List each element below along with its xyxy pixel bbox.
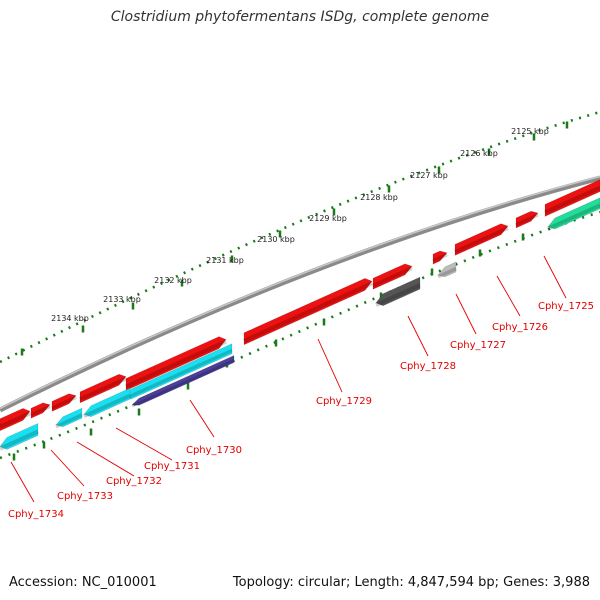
gene-arrow-cphy-1731-shade bbox=[123, 348, 233, 401]
gene-arrow-cphy-1732[interactable] bbox=[83, 387, 131, 418]
gene-label[interactable]: Cphy_1729 bbox=[316, 396, 372, 407]
gene-arrow-forward-shade bbox=[79, 376, 127, 402]
gene-label[interactable]: Cphy_1725 bbox=[538, 301, 594, 312]
gene-label[interactable]: Cphy_1732 bbox=[106, 476, 162, 487]
gene-arrow-cphy-1733-shade bbox=[51, 395, 77, 410]
gene-label-connector bbox=[50, 449, 85, 487]
gene-arrow-forward[interactable] bbox=[544, 179, 600, 217]
gene-arrow-cphy-1727-lower[interactable] bbox=[437, 261, 457, 278]
gene-arrow-cphy-1725-shade bbox=[547, 203, 600, 231]
gene-arrow-cphy-1726-shade bbox=[454, 226, 509, 254]
gene-label-connector bbox=[455, 293, 477, 335]
gene-arrow-cphy-1733[interactable] bbox=[51, 393, 77, 412]
gene-label[interactable]: Cphy_1731 bbox=[144, 461, 200, 472]
genome-backbone bbox=[0, 175, 600, 413]
gene-arrow-forward[interactable] bbox=[79, 373, 127, 404]
scale-label: 2132 kbp bbox=[154, 276, 192, 285]
scale-label: 2134 kbp bbox=[51, 314, 89, 323]
gene-arrow-cphy-1728[interactable] bbox=[375, 276, 421, 307]
scale-label: 2129 kbp bbox=[309, 214, 347, 223]
gene-arrow-forward-shade bbox=[30, 404, 51, 417]
gene-arrow-cphy-1729-shade bbox=[243, 281, 373, 343]
gene-label[interactable]: Cphy_1734 bbox=[8, 509, 64, 520]
gene-arrow-cphy-1727[interactable] bbox=[432, 250, 448, 265]
gene-label-connector bbox=[543, 255, 567, 299]
gene-arrow-cphy-1730[interactable] bbox=[131, 355, 235, 406]
gene-arrow-forward[interactable] bbox=[30, 402, 51, 419]
gene-label-connector bbox=[10, 461, 35, 503]
gene-arrow-cphy-1730-shade bbox=[131, 359, 235, 408]
scale-label: 2125 kbp bbox=[511, 127, 549, 136]
gene-arrow-forward-shade bbox=[125, 339, 227, 389]
map-title: Clostridium phytofermentans ISDg, comple… bbox=[110, 9, 490, 25]
genome-backbone-highlight bbox=[0, 175, 600, 410]
scale-arc-outer bbox=[0, 110, 600, 364]
gene-arrow-cphy-1726[interactable] bbox=[454, 223, 509, 256]
scale-label: 2128 kbp bbox=[360, 193, 398, 202]
gene-label-connector bbox=[317, 338, 343, 393]
gene-label-connector bbox=[189, 399, 215, 438]
gene-label[interactable]: Cphy_1730 bbox=[186, 445, 242, 456]
gene-arrow-cphy-1733-lower-shade bbox=[55, 413, 83, 429]
genome-summary-text: Topology: circular; Length: 4,847,594 bp… bbox=[232, 575, 590, 590]
gene-label-connector bbox=[115, 427, 173, 461]
gene-arrow-cphy-1734[interactable] bbox=[0, 422, 39, 450]
gene-arrow-cphy-1725[interactable] bbox=[547, 197, 600, 230]
gene-arrow-forward-shade bbox=[372, 266, 413, 288]
gene-arrow-cphy-1729[interactable] bbox=[243, 278, 373, 346]
gene-arrow-forward[interactable] bbox=[372, 263, 413, 290]
gene-arrow-cphy-1734-shade bbox=[0, 429, 39, 451]
scale-label: 2127 kbp bbox=[410, 171, 448, 180]
gene-label-connector bbox=[407, 315, 429, 357]
gene-arrow-forward[interactable] bbox=[125, 336, 227, 391]
gene-label[interactable]: Cphy_1727 bbox=[450, 340, 506, 351]
scale-label: 2130 kbp bbox=[257, 235, 295, 244]
gene-arrow-cphy-1733-lower[interactable] bbox=[55, 407, 83, 428]
gene-arrow-cphy-1727-shade bbox=[432, 253, 448, 263]
gene-arrow-cphy-1726-upper[interactable] bbox=[515, 210, 539, 229]
gene-arrow-forward-shade bbox=[544, 185, 600, 215]
gene-label[interactable]: Cphy_1726 bbox=[492, 322, 548, 333]
gene-label[interactable]: Cphy_1728 bbox=[400, 361, 456, 372]
accession-text: Accession: NC_010001 bbox=[9, 575, 157, 590]
scale-label: 2131 kbp bbox=[206, 256, 244, 265]
scale-arc-inner bbox=[0, 210, 600, 460]
scale-label: 2133 kbp bbox=[103, 295, 141, 304]
gene-arrow-cphy-1726-upper-shade bbox=[515, 213, 539, 227]
scale-label: 2126 kbp bbox=[460, 149, 498, 158]
gene-label-connector bbox=[76, 441, 135, 477]
gene-arrow-cphy-1727-lower-shade bbox=[437, 267, 457, 279]
gene-label[interactable]: Cphy_1733 bbox=[57, 491, 113, 502]
gene-arrow-cphy-1732-shade bbox=[83, 393, 131, 419]
gene-arrow-cphy-1728-shade bbox=[375, 283, 421, 307]
gene-label-connector bbox=[496, 275, 521, 317]
gene-arrow-forward[interactable] bbox=[0, 408, 31, 432]
gene-arrow-forward-shade bbox=[0, 411, 31, 429]
